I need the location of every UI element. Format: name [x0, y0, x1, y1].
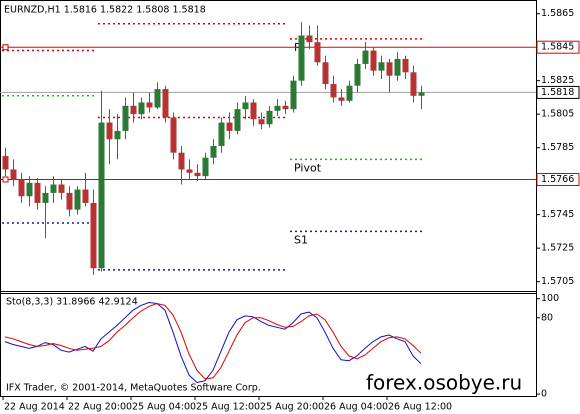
- candle-body: [66, 192, 73, 210]
- indicator-line: [4, 302, 422, 380]
- price-box-label: 1.5845: [541, 42, 574, 53]
- candle-body: [322, 62, 329, 85]
- candle-body: [298, 35, 305, 81]
- candle-body: [410, 72, 417, 96]
- candle-body: [98, 122, 105, 269]
- indicator-title: Sto(8,3,3) 31.8966 42.9124: [6, 297, 138, 308]
- candle-body: [418, 92, 425, 96]
- y-tick-label: 80: [541, 312, 553, 323]
- chart-title: EURNZD,H1 1.5816 1.5822 1.5808 1.5818: [4, 5, 206, 16]
- candle-body: [306, 35, 313, 43]
- pivot-label: Pivot: [294, 161, 322, 174]
- candle-body: [178, 152, 185, 170]
- candle-body: [154, 89, 161, 108]
- candle-body: [186, 169, 193, 173]
- candle-body: [58, 184, 65, 193]
- candle-body: [338, 97, 345, 101]
- candle-body: [138, 102, 145, 115]
- y-tick-label: 1.5785: [541, 142, 574, 153]
- candle-body: [234, 109, 241, 131]
- candle-body: [26, 182, 33, 197]
- candle-body: [34, 182, 41, 203]
- y-tick-label: 100: [541, 293, 559, 304]
- candle-body: [290, 80, 297, 110]
- y-tick-label: 1.5745: [541, 209, 574, 220]
- x-tick-label: 25 Aug 20:00: [260, 402, 324, 413]
- candle-body: [370, 50, 377, 71]
- candle-body: [130, 105, 137, 115]
- candle-body: [170, 117, 177, 153]
- watermark: forex.osobye.ru: [366, 371, 522, 395]
- y-tick-label: 1.5725: [541, 243, 574, 254]
- candle-body: [258, 119, 265, 125]
- x-tick-label: 25 Aug 04:00: [132, 402, 196, 413]
- candle-body: [250, 102, 257, 120]
- y-tick-label: 1.5865: [541, 8, 574, 19]
- price-box: [536, 85, 580, 99]
- candle-body: [226, 122, 233, 131]
- candle-body: [282, 105, 289, 110]
- candle-body: [242, 102, 249, 110]
- candle-body: [402, 58, 409, 73]
- y-tick-label: 0: [541, 389, 547, 400]
- candle-body: [314, 42, 321, 63]
- candle-body: [266, 110, 273, 125]
- candle-body: [346, 85, 353, 101]
- candle-body: [10, 169, 17, 180]
- copyright: IFX Trader, © 2001-2014, MetaQuotes Soft…: [6, 383, 261, 394]
- candle-body: [42, 192, 49, 203]
- x-tick-label: 26 Aug 04:00: [324, 402, 388, 413]
- price-box-label: 1.5766: [541, 174, 574, 185]
- candle-body: [386, 62, 393, 76]
- price-box-label: 1.5818: [541, 87, 574, 98]
- candle-body: [202, 157, 209, 177]
- x-tick-label: 26 Aug 12:00: [388, 402, 452, 413]
- candle-body: [162, 89, 169, 118]
- candle-body: [210, 146, 217, 158]
- line-marker: [2, 44, 9, 51]
- candle-body: [394, 58, 401, 76]
- indicator-line: [4, 301, 422, 384]
- candle-body: [106, 122, 113, 140]
- candle-body: [194, 172, 201, 177]
- x-tick-label: 25 Aug 12:00: [196, 402, 260, 413]
- line-marker: [2, 176, 9, 183]
- price-box: [536, 40, 580, 54]
- pivot-label: S1: [294, 233, 308, 246]
- candle-body: [274, 105, 281, 111]
- candle-body: [122, 105, 129, 131]
- candle-body: [362, 50, 369, 64]
- y-tick-label: 1.5705: [541, 276, 574, 287]
- candle-body: [2, 156, 9, 170]
- y-tick-label: 1.5805: [541, 109, 574, 120]
- candle-body: [218, 122, 225, 146]
- candle-body: [146, 102, 153, 108]
- candle-body: [354, 63, 361, 86]
- candle-body: [50, 184, 57, 193]
- candle-body: [18, 179, 25, 197]
- candle-body: [114, 130, 121, 140]
- candle-body: [378, 62, 385, 71]
- candle-body: [90, 202, 97, 269]
- price-box: [536, 172, 580, 186]
- x-tick-label: 22 Aug 20:00: [68, 402, 132, 413]
- candle-body: [82, 189, 89, 203]
- candle-body: [330, 84, 337, 98]
- candle-body: [74, 189, 81, 210]
- y-tick-label: 1.5825: [541, 75, 574, 86]
- x-tick-label: 22 Aug 2014: [4, 402, 65, 413]
